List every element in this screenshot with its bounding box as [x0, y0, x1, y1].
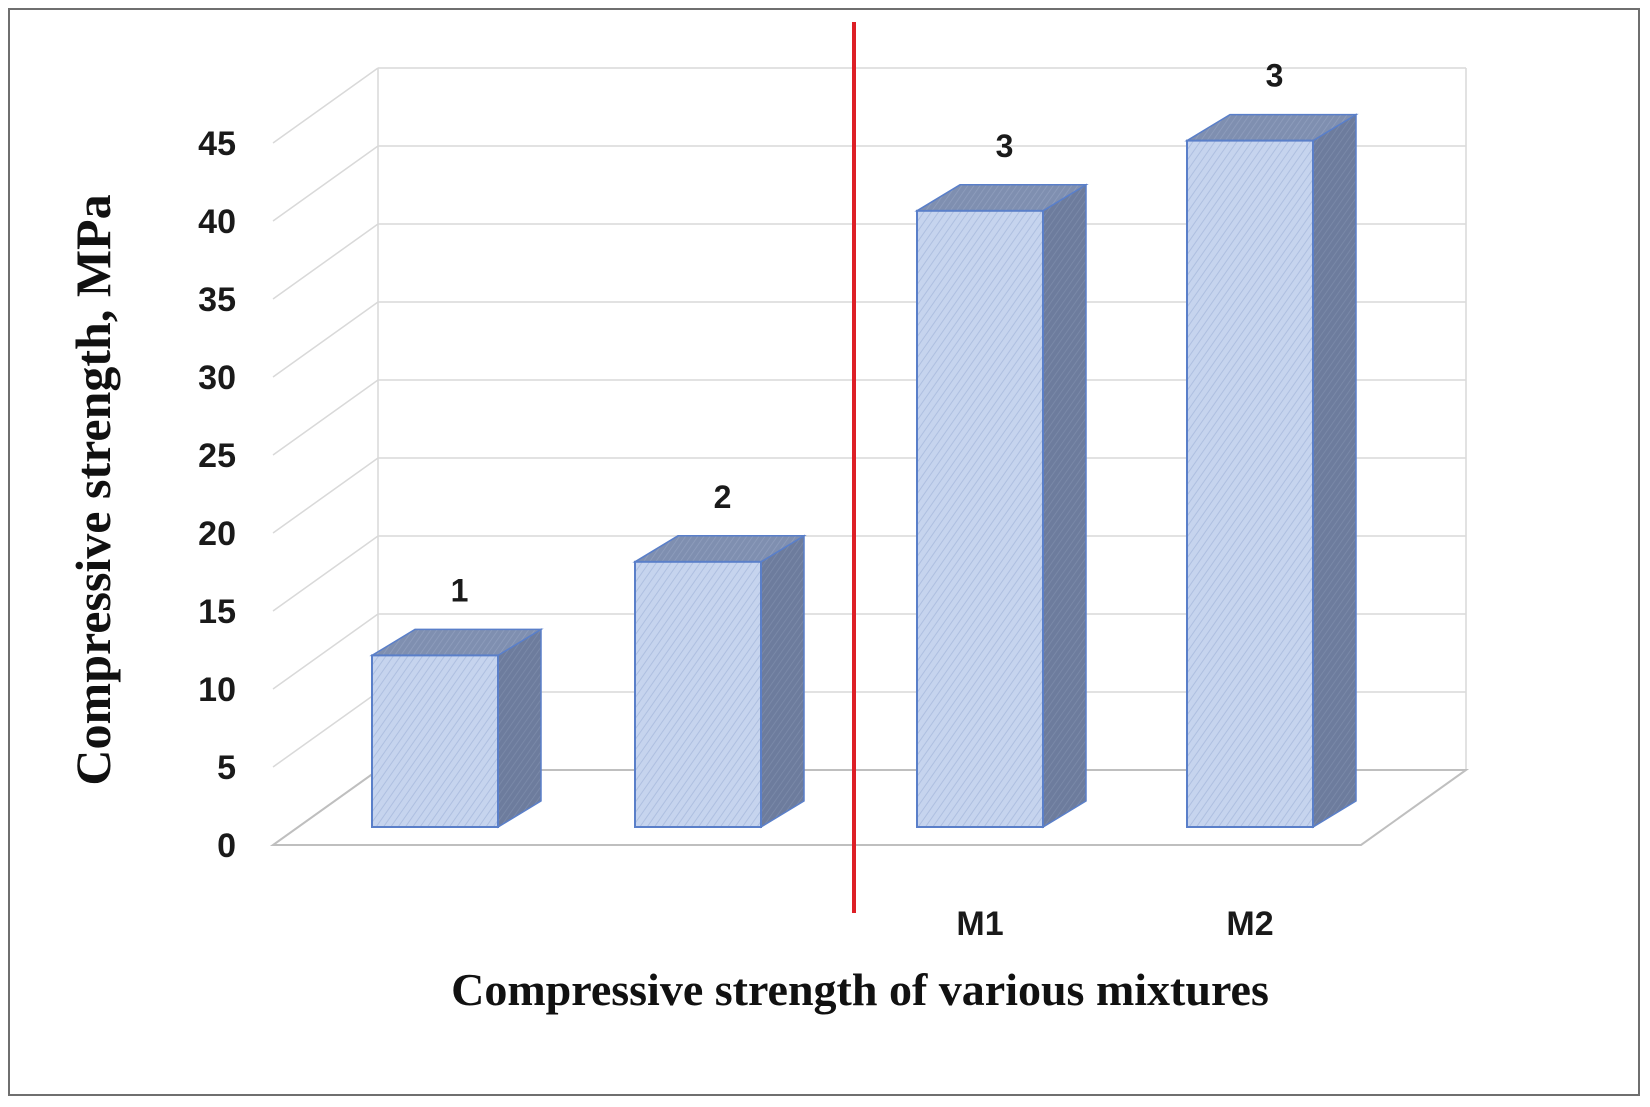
gridline-diagonal	[272, 145, 379, 222]
gridline-diagonal	[272, 457, 379, 534]
gridline-diagonal	[272, 613, 379, 690]
bar	[914, 183, 1089, 829]
floor	[269, 769, 1470, 846]
bar-front	[371, 654, 499, 829]
bar	[632, 534, 807, 829]
bar-side	[760, 534, 805, 829]
bar-front	[634, 560, 762, 828]
y-tick-label: 15	[198, 593, 236, 631]
bar-side	[1312, 113, 1357, 829]
y-tick-label: 10	[198, 671, 236, 709]
bar-side	[497, 628, 542, 829]
y-tick-label: 20	[198, 515, 236, 553]
y-tick-label: 45	[198, 125, 236, 163]
y-tick-label: 40	[198, 203, 236, 241]
gridline-diagonal	[272, 691, 379, 768]
bars	[369, 113, 1359, 829]
bar-front	[1186, 139, 1314, 829]
data-label: 2	[714, 479, 732, 515]
x-category-label: M2	[1226, 905, 1273, 943]
data-labels: 1 2 3 3	[451, 58, 1284, 609]
chart-canvas: 0 5 10 15 20 25 30 35 40 45 1 2 3 3 M1 M2 Compressive…	[65, 22, 1470, 1015]
y-tick-label: 35	[198, 281, 236, 319]
data-label: 3	[1266, 58, 1284, 94]
x-axis-categories: M1 M2	[956, 905, 1273, 943]
y-tick-label: 0	[217, 827, 236, 865]
x-category-label: M1	[956, 905, 1003, 943]
gridline-diagonal	[272, 379, 379, 456]
bar	[369, 628, 544, 829]
y-tick-label: 25	[198, 437, 236, 475]
y-axis-ticks: 0 5 10 15 20 25 30 35 40 45	[198, 125, 236, 865]
data-label: 1	[451, 572, 469, 608]
bar-side	[1042, 183, 1087, 829]
bar	[1184, 113, 1359, 829]
chart-frame: 0 5 10 15 20 25 30 35 40 45 1 2 3 3 M1 M2 Compressive…	[8, 8, 1640, 1096]
x-axis-title: Compressive strength of various mixtures	[451, 964, 1269, 1015]
bar-front	[916, 209, 1044, 829]
y-tick-label: 5	[217, 749, 236, 787]
gridline-diagonal	[272, 535, 379, 612]
gridline-diagonal	[272, 223, 379, 300]
gridline-diagonal	[272, 67, 379, 144]
data-label: 3	[996, 128, 1014, 164]
gridline-diagonal	[272, 301, 379, 378]
y-tick-label: 30	[198, 359, 236, 397]
y-axis-title: Compressive strength, MPa	[65, 194, 121, 785]
